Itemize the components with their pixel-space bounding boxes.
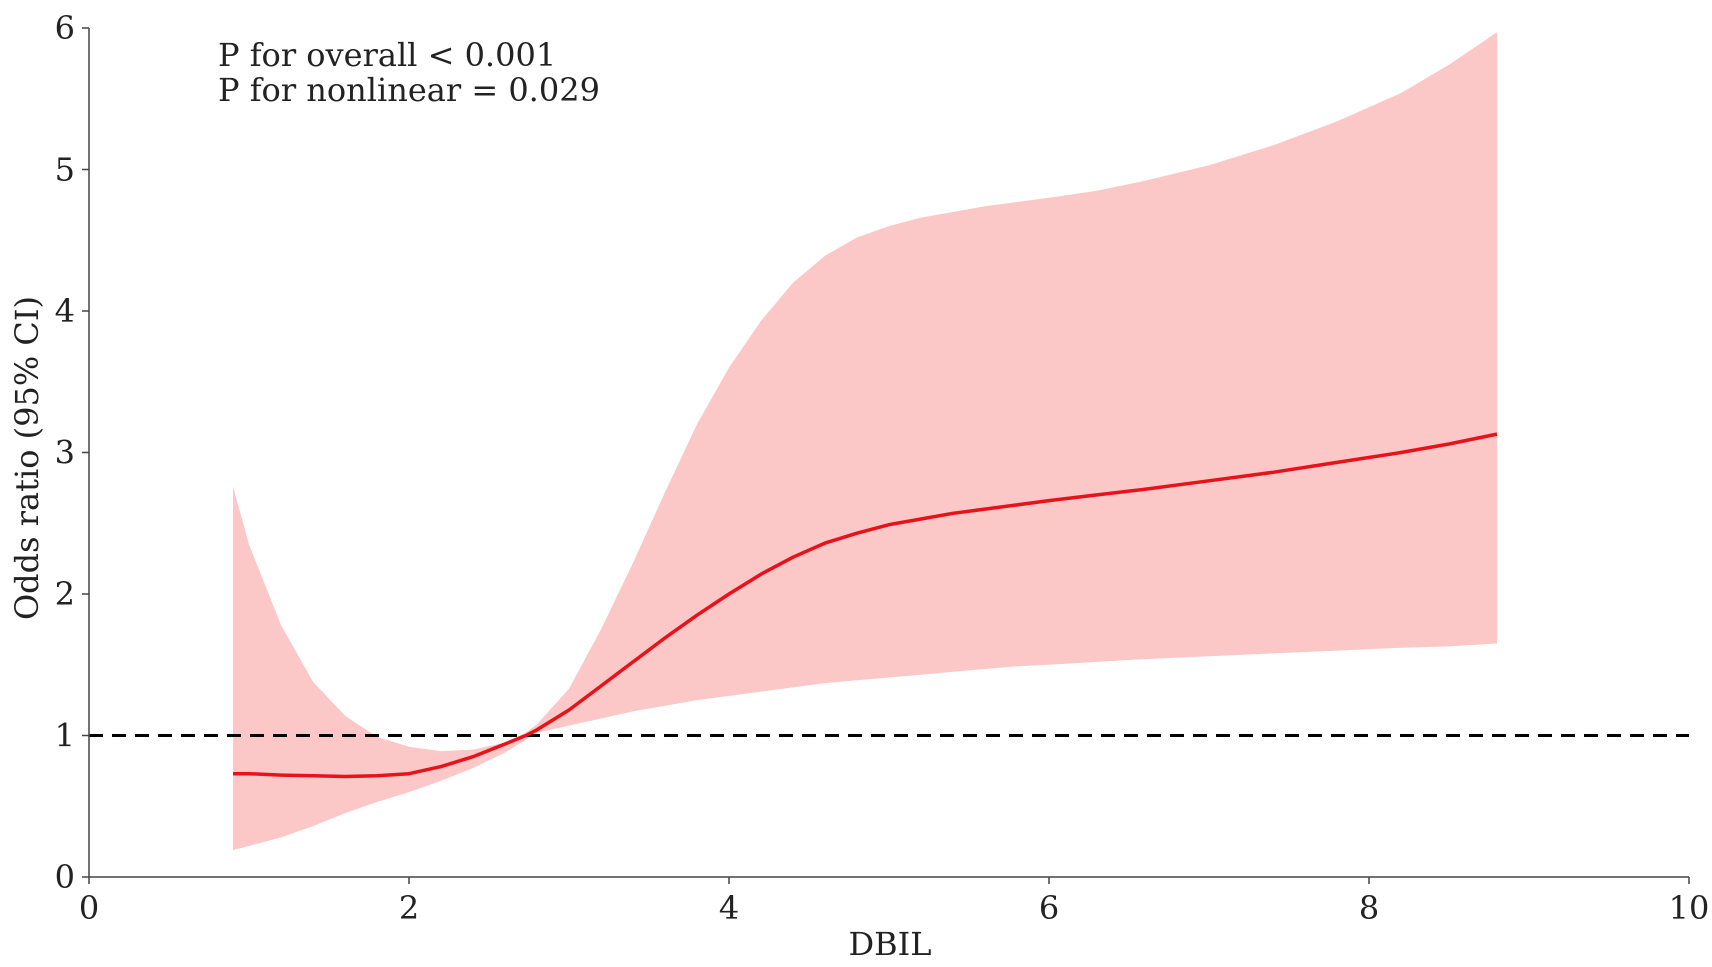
x-ticks: 0 2 4 6 8 10 <box>79 877 1710 927</box>
x-tick-label: 6 <box>1039 889 1059 927</box>
y-ticks: 0 1 2 3 4 5 6 <box>55 9 89 896</box>
confidence-band-layer <box>233 32 1497 851</box>
x-axis-title: DBIL <box>848 925 931 963</box>
y-tick-label: 1 <box>55 717 75 755</box>
y-tick-label: 0 <box>55 858 75 896</box>
odds-ratio-curve <box>233 432 1498 779</box>
y-tick-label: 5 <box>55 151 75 189</box>
x-tick-label: 4 <box>719 889 739 927</box>
y-tick-label: 2 <box>55 575 75 613</box>
y-axis-title: Odds ratio (95% CI) <box>8 296 46 620</box>
x-tick-label: 8 <box>1359 889 1379 927</box>
y-tick-label: 3 <box>55 434 75 472</box>
p-overall-annotation: P for overall < 0.001 <box>218 36 556 74</box>
y-tick-label: 4 <box>55 292 75 330</box>
x-tick-label: 10 <box>1669 889 1710 927</box>
p-nonlinear-annotation: P for nonlinear = 0.029 <box>218 71 600 109</box>
odds-ratio-curve-layer <box>233 432 1498 779</box>
confidence-band <box>233 32 1497 851</box>
x-tick-label: 0 <box>79 889 99 927</box>
y-tick-label: 6 <box>55 9 75 47</box>
x-tick-label: 2 <box>399 889 419 927</box>
